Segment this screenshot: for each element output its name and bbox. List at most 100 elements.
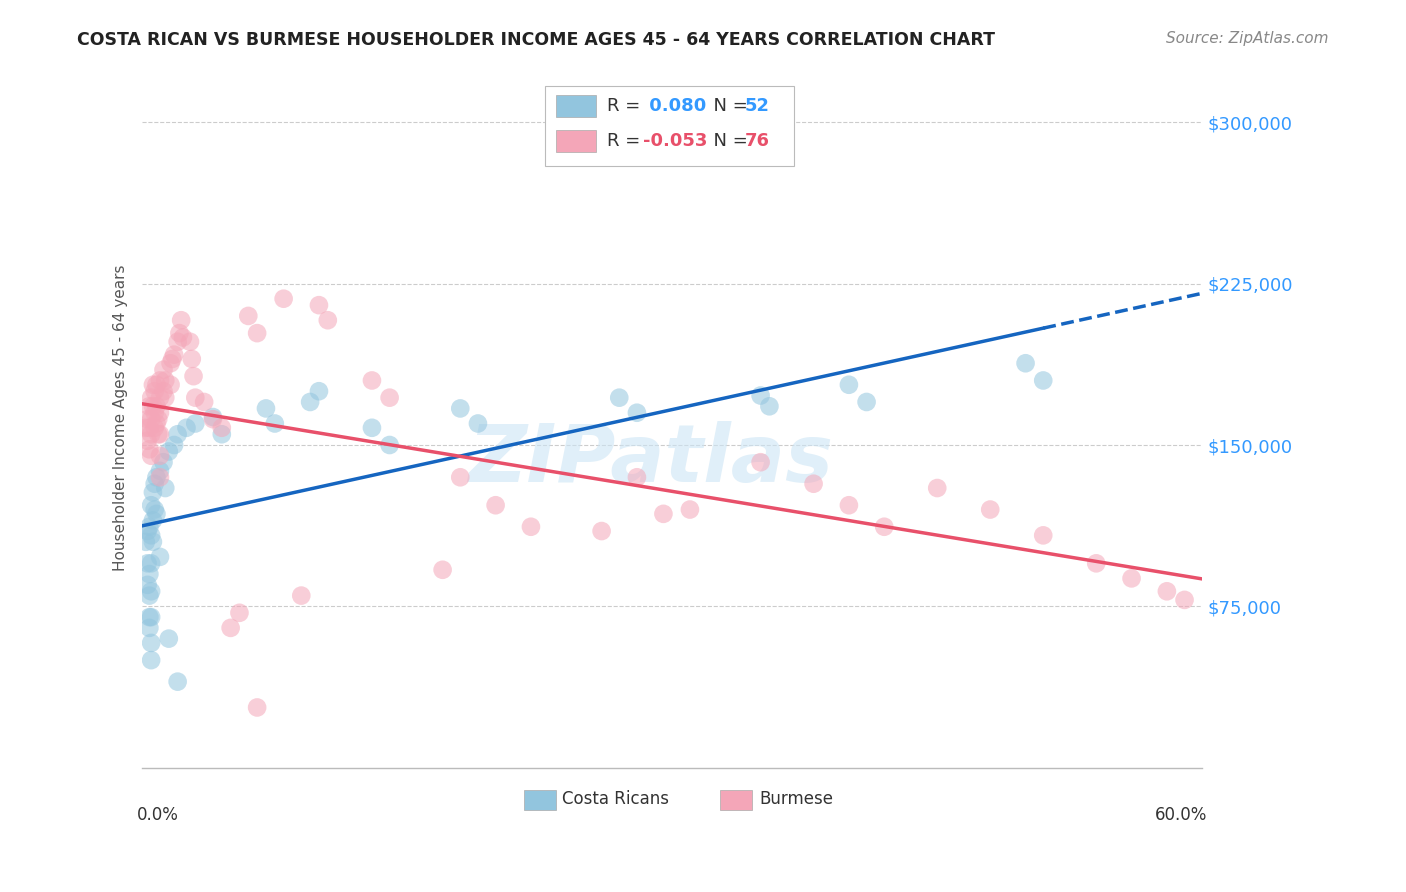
Point [361,374,384,388]
Point [138,589,160,603]
Point [607,391,630,405]
Text: R =: R = [606,131,645,150]
Point [166,674,188,689]
Point [135,534,157,549]
Point [273,292,295,306]
Point [143,384,166,399]
Point [172,330,194,344]
Point [139,636,162,650]
Point [139,412,162,426]
Text: 76: 76 [744,131,769,150]
Point [149,449,172,463]
Point [143,406,166,420]
Point [626,470,648,484]
Point [193,395,215,409]
Point [145,399,167,413]
Point [149,427,172,442]
Point [139,557,162,571]
Point [142,377,165,392]
Point [308,298,330,312]
Point [299,395,322,409]
FancyBboxPatch shape [555,130,596,153]
Point [138,442,160,457]
Point [238,309,260,323]
Point [149,374,172,388]
Point [152,384,174,399]
Point [159,356,181,370]
Point [378,438,401,452]
Point [152,455,174,469]
Point [138,421,160,435]
Point [139,498,162,512]
Text: 60.0%: 60.0% [1156,806,1208,824]
Point [142,534,165,549]
Point [157,632,180,646]
Text: N =: N = [702,96,754,114]
Point [290,589,312,603]
Point [1032,528,1054,542]
Point [149,470,172,484]
Point [138,610,160,624]
Point [749,388,772,402]
Text: Burmese: Burmese [759,790,834,808]
Point [180,351,202,366]
Text: ZIPatlas: ZIPatlas [468,421,834,499]
Point [184,417,207,431]
Point [838,377,860,392]
Text: 0.0%: 0.0% [136,806,179,824]
Point [138,399,160,413]
Point [432,563,454,577]
Point [979,502,1001,516]
Point [149,549,172,564]
Point [1014,356,1036,370]
Point [143,421,166,435]
Point [316,313,339,327]
Point [138,621,160,635]
Point [170,313,193,327]
Point [246,326,269,340]
Point [149,464,172,478]
Point [149,391,172,405]
Point [1032,374,1054,388]
Point [1121,571,1143,585]
Point [139,427,162,442]
Point [145,377,167,392]
Point [169,326,191,340]
Point [152,362,174,376]
Point [361,421,384,435]
Point [201,412,224,426]
Point [139,449,162,463]
Point [136,434,159,448]
Point [166,427,188,442]
Point [136,578,159,592]
Point [176,421,198,435]
Point [201,410,224,425]
Point [155,481,177,495]
Point [626,406,648,420]
Point [749,455,772,469]
Point [449,401,471,416]
Text: 0.080: 0.080 [643,96,706,114]
Point [143,476,166,491]
Point [143,502,166,516]
Point [139,653,162,667]
FancyBboxPatch shape [555,95,596,118]
Point [166,334,188,349]
Point [184,391,207,405]
Point [136,524,159,538]
Point [136,557,159,571]
Point [135,421,157,435]
Point [139,391,162,405]
Point [142,513,165,527]
Point [467,417,489,431]
Point [163,348,186,362]
Point [838,498,860,512]
Point [145,507,167,521]
Text: R =: R = [606,96,645,114]
Point [148,412,170,426]
Point [228,606,250,620]
Point [308,384,330,399]
Point [1085,557,1108,571]
Point [855,395,877,409]
Point [149,406,172,420]
